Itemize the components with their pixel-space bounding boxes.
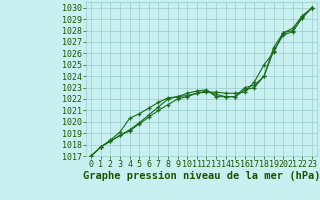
X-axis label: Graphe pression niveau de la mer (hPa): Graphe pression niveau de la mer (hPa) bbox=[83, 171, 320, 181]
